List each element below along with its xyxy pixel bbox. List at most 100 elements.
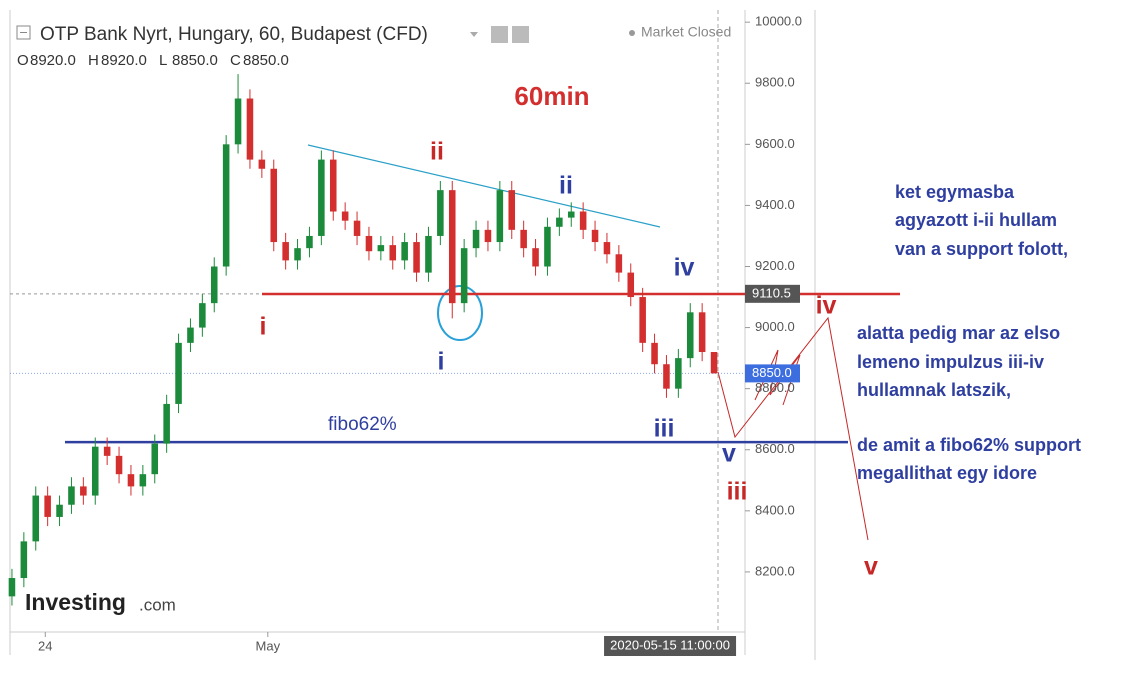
note: megallithat egy idore [857,463,1037,483]
crosshair-label: 2020-05-15 11:00:00 [610,637,730,652]
candle-body [139,474,147,487]
ohlc-value: 8850.0 [243,52,289,69]
ohlc-key: L [159,52,167,69]
ohlc-value: 8920.0 [101,52,147,69]
candle-body [675,358,682,389]
candle-body [520,229,527,249]
candle-body [556,217,563,227]
price-tag-label: 9110.5 [752,285,791,300]
note: lemeno impulzus iii-iv [857,352,1044,372]
price-tag-label: 8850.0 [752,365,792,380]
settings-icon[interactable] [491,26,508,43]
ohlc-key: C [230,52,241,69]
candle-body [603,242,611,255]
candle-body [175,342,182,404]
x-tick-label: May [256,638,281,653]
note: de amit a fibo62% support [857,435,1081,455]
candle-body [496,190,504,243]
wave-label: i [260,313,267,341]
candle-body [437,190,444,236]
settings-icon[interactable] [512,26,529,43]
candle-body [401,242,408,261]
candle-body [210,266,218,304]
candle-body [425,235,432,273]
candle-body [246,98,254,160]
chart-title: OTP Bank Nyrt, Hungary, 60, Budapest (CF… [40,24,428,45]
candle-body [710,352,718,374]
ohlc-key: H [88,52,99,69]
wave-label: iv [674,254,695,282]
y-tick-label: 10000.0 [755,14,802,29]
candle-body [591,229,599,243]
candle-body [698,312,706,353]
watermark: Investing [25,589,126,615]
candle-body [270,168,278,243]
candle-body [318,159,325,236]
y-tick-label: 9400.0 [755,197,795,212]
candle-body [306,235,313,249]
candle-body [8,578,16,597]
candle-body [80,486,87,496]
wave-label: ii [559,172,573,200]
candle-body [294,248,301,261]
dropdown-arrow[interactable] [470,32,478,37]
wave-label: iii [654,415,675,443]
price-tag [745,364,800,383]
candle-body [663,364,670,389]
note: ket egymasba [895,182,1015,202]
candle-body [686,312,694,359]
note: hullamnak latszik, [857,380,1011,400]
candle-body [353,220,361,236]
x-tick-label: 24 [38,638,52,653]
candle-body [413,242,420,273]
note: alatta pedig mar az elso [857,323,1060,343]
crosshair-tag [604,636,737,656]
ohlc-key: O [17,52,29,69]
candle-body [127,474,135,487]
candle-body [258,159,266,169]
price-tag [745,284,800,303]
y-tick-label: 9600.0 [755,136,795,151]
wave-label: v [722,440,736,468]
candle-body [56,504,63,517]
wave-label: v [864,553,878,581]
candle-body [151,443,159,475]
candle-body [68,486,75,505]
candle-body [377,245,385,252]
candle-body [329,159,337,212]
candle-body [508,190,516,230]
candle-body [472,229,480,249]
candle-body [651,342,658,365]
wave-label: i [438,348,445,376]
candle-body [567,211,575,218]
y-tick-label: 8200.0 [755,563,795,578]
watermark-suffix: .com [139,595,176,614]
wave-label: iv [816,292,837,320]
y-tick-label: 9000.0 [755,319,795,334]
candle-body [163,403,170,444]
candle-body [115,455,123,475]
candle-body [20,541,28,579]
ohlc-value: 8920.0 [30,52,76,69]
market-status: Market Closed [641,24,731,40]
candle-body [91,446,99,496]
candle-body [103,446,111,456]
candle-body [199,303,206,328]
y-tick-label: 9200.0 [755,258,795,273]
candle-body [532,248,539,267]
highlight-circle [437,285,483,341]
note: agyazott i-ii hullam [895,210,1057,230]
candle-body [365,235,373,252]
candle-body [460,248,468,304]
candle-body [234,98,242,145]
level-label: fibo62% [328,414,397,435]
collapse-icon[interactable] [16,25,31,40]
candle-body [341,211,349,221]
ohlc-value: 8850.0 [172,52,218,69]
candle-body [579,211,587,230]
status-dot [629,30,635,36]
y-tick-label: 8600.0 [755,441,795,456]
